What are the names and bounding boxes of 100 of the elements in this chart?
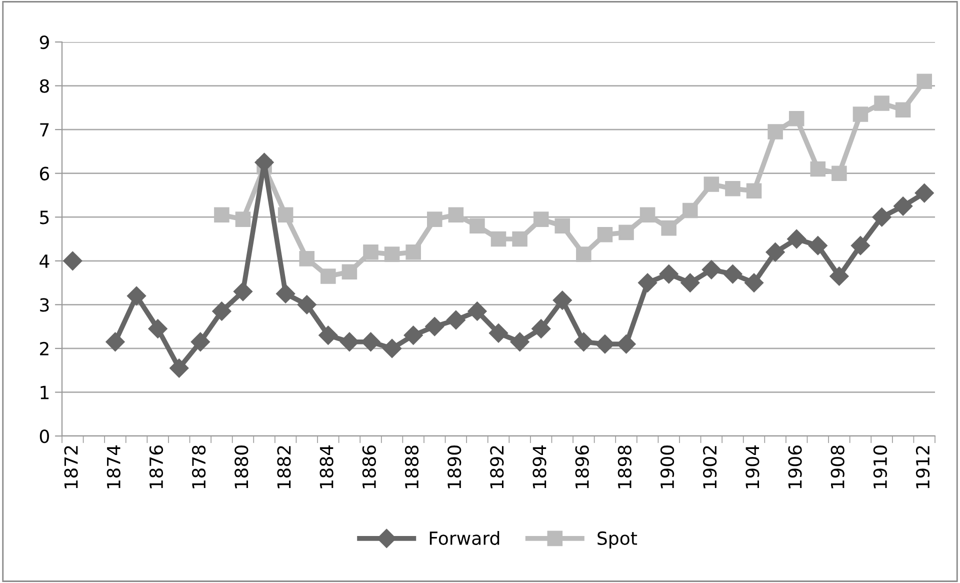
point: [852, 106, 868, 122]
x-tick-label: 1908: [830, 446, 844, 488]
point: [914, 184, 934, 203]
point: [532, 319, 551, 338]
point: [468, 302, 487, 321]
legend-label: Forward: [430, 531, 500, 546]
point: [320, 268, 336, 284]
x-tick-label: 1896: [575, 445, 589, 488]
point: [318, 326, 338, 345]
point: [488, 324, 508, 343]
point: [278, 207, 294, 223]
x-tick-label: 1900: [660, 446, 674, 488]
y-tick-label: 5: [40, 210, 49, 224]
point: [512, 231, 528, 247]
point: [190, 332, 210, 352]
point: [342, 264, 358, 280]
point: [725, 181, 740, 196]
point: [702, 260, 721, 280]
point: [659, 264, 678, 284]
point: [276, 284, 296, 304]
point: [533, 212, 549, 227]
y-tick-label: 7: [40, 123, 49, 136]
point: [874, 96, 890, 111]
x-tick-label: 1884: [320, 445, 334, 488]
point: [808, 236, 828, 256]
point: [746, 183, 762, 198]
point: [448, 207, 464, 223]
point: [510, 332, 530, 352]
x-tick-label: 1886: [362, 445, 376, 488]
point: [170, 358, 189, 378]
point: [404, 326, 423, 345]
y-tick-label: 0: [40, 429, 49, 444]
x-tick-label: 1880: [234, 446, 248, 488]
point: [340, 332, 359, 352]
x-tick-label: 1882: [277, 446, 291, 488]
point: [682, 202, 698, 218]
x-tick-label: 1878: [192, 446, 206, 488]
point: [704, 176, 720, 192]
point: [426, 212, 442, 227]
point: [850, 236, 870, 256]
point: [363, 244, 378, 260]
y-tick-label: 9: [40, 35, 49, 50]
point: [576, 246, 592, 262]
point: [661, 220, 676, 236]
point: [148, 319, 168, 338]
point: [212, 302, 232, 321]
point: [361, 332, 380, 352]
legend-label: Spot: [598, 531, 638, 549]
point: [214, 207, 230, 223]
point: [406, 244, 421, 260]
point: [126, 286, 146, 306]
point: [895, 102, 911, 118]
x-tick-label: 1910: [873, 446, 888, 488]
point: [680, 273, 700, 292]
y-tick-label: 8: [40, 79, 49, 93]
x-tick-label: 1876: [149, 445, 164, 488]
y-tick-label: 1: [40, 386, 49, 400]
x-tick-label: 1892: [490, 446, 504, 488]
point: [616, 334, 636, 354]
point: [299, 251, 315, 266]
point: [597, 226, 613, 242]
x-tick-label: 1894: [532, 445, 546, 488]
point: [297, 295, 316, 314]
point: [830, 266, 849, 286]
y-tick-label: 3: [40, 298, 49, 312]
point: [574, 332, 594, 352]
point: [640, 207, 656, 223]
point: [744, 273, 764, 292]
point: [233, 282, 253, 302]
point: [106, 332, 125, 352]
x-tick-label: 1904: [746, 445, 760, 488]
x-tick-label: 1874: [106, 445, 120, 488]
point: [638, 273, 658, 292]
point: [768, 124, 783, 140]
point: [470, 218, 485, 234]
y-tick-label: 6: [40, 166, 50, 180]
x-tick-label: 1906: [788, 445, 802, 488]
point: [384, 246, 400, 262]
point: [490, 231, 506, 247]
y-tick-label: 2: [40, 342, 48, 356]
point: [554, 218, 570, 234]
point: [595, 334, 614, 354]
point: [788, 110, 804, 126]
point: [618, 224, 634, 240]
y-tick-label: 4: [40, 254, 50, 268]
point: [446, 310, 466, 330]
point: [832, 166, 847, 181]
point: [766, 242, 785, 262]
point: [723, 264, 742, 284]
point: [810, 161, 826, 177]
x-tick-label: 1912: [916, 446, 930, 488]
point: [63, 251, 82, 270]
point: [552, 290, 572, 310]
point: [916, 74, 932, 90]
point: [425, 317, 444, 336]
x-tick-label: 1888: [404, 446, 419, 488]
point: [787, 229, 806, 249]
point: [872, 208, 892, 227]
point: [894, 196, 913, 216]
x-tick-label: 1872: [64, 446, 78, 488]
